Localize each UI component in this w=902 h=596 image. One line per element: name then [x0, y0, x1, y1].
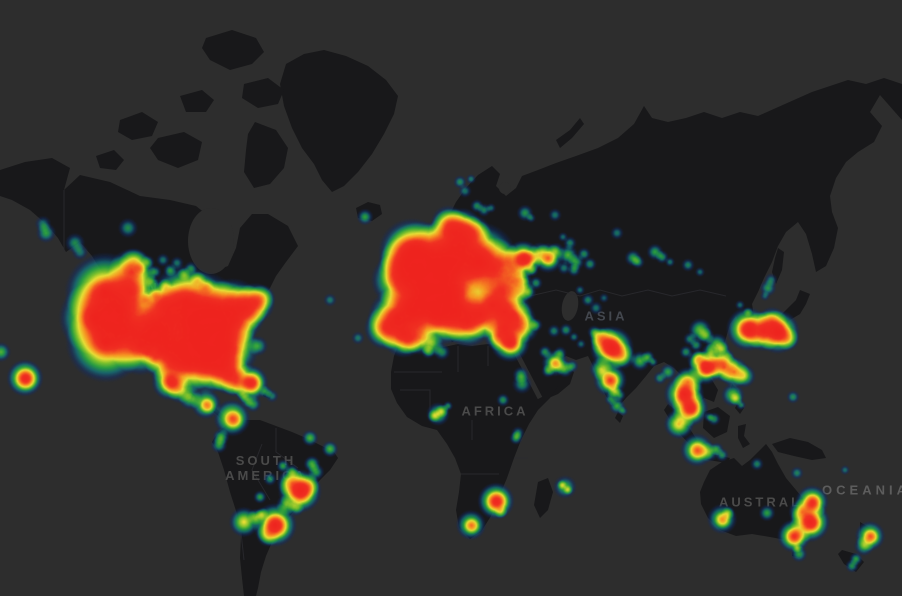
world-heatmap-stage: NORTHAMERICASOUTHAMERICAAFRICAASIAAUSTRA…: [0, 0, 902, 596]
heatmap-canvas[interactable]: [0, 0, 902, 596]
